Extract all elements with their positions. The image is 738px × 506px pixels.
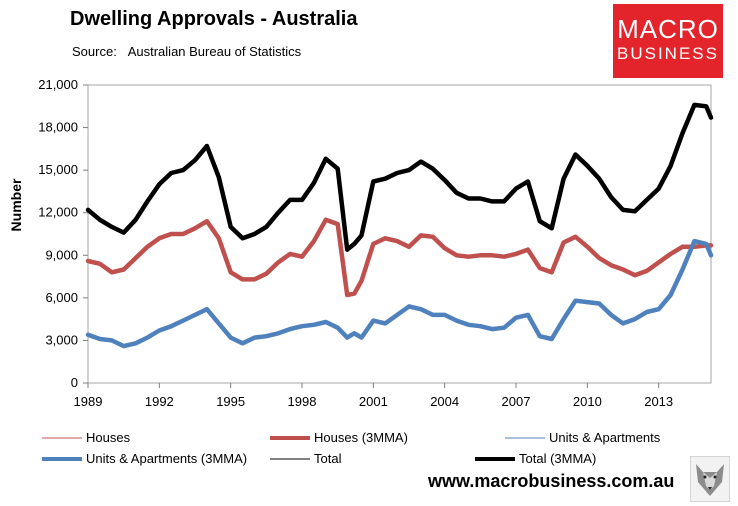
source-label: Source: — [72, 44, 117, 59]
y-axis-label: Number — [8, 178, 24, 231]
y-tick-label: 0 — [71, 375, 78, 390]
x-tick-label: 2010 — [573, 394, 602, 409]
y-tick-label: 12,000 — [38, 205, 78, 220]
series-line-houses — [87, 219, 712, 296]
y-tick-label: 18,000 — [38, 120, 78, 135]
x-tick-label: 2013 — [644, 394, 673, 409]
macrobusiness-logo: MACRO BUSINESS — [613, 4, 723, 78]
x-tick-label: 2007 — [502, 394, 531, 409]
source-line: Source: Australian Bureau of Statistics — [72, 44, 301, 59]
y-tick-label: 15,000 — [38, 162, 78, 177]
x-tick-label: 1998 — [288, 394, 317, 409]
y-tick-label: 6,000 — [45, 290, 78, 305]
chart-title: Dwelling Approvals - Australia — [70, 8, 358, 30]
logo-line-2: BUSINESS — [617, 44, 719, 63]
x-tick-label: 2001 — [359, 394, 388, 409]
x-tick-label: 1989 — [74, 394, 103, 409]
x-tick-label: 1995 — [216, 394, 245, 409]
x-tick-label: 2004 — [430, 394, 459, 409]
wolf-mascot-icon — [690, 456, 730, 502]
series-line-total — [87, 104, 712, 251]
y-tick-label: 21,000 — [38, 77, 78, 92]
x-tick-label: 1992 — [145, 394, 174, 409]
plot-area — [87, 84, 712, 384]
source-value: Australian Bureau of Statistics — [127, 44, 302, 59]
logo-line-1: MACRO — [617, 14, 719, 44]
y-tick-label: 9,000 — [45, 247, 78, 262]
series-line-units-apartments — [87, 240, 712, 347]
website-url[interactable]: www.macrobusiness.com.au — [428, 471, 675, 491]
y-tick-label: 3,000 — [45, 332, 78, 347]
